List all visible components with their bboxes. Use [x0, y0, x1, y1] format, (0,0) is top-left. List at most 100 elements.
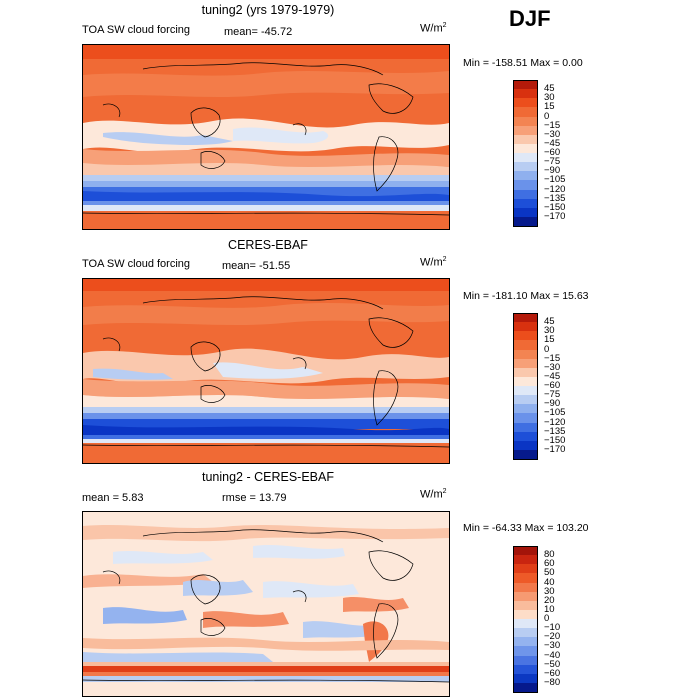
colorbar-swatch	[513, 591, 538, 602]
panel3-rmse: rmse = 13.79	[222, 492, 287, 504]
colorbar-swatch	[513, 582, 538, 593]
colorbar-label: −120	[544, 183, 566, 195]
colorbar-label: −105	[544, 174, 566, 186]
colorbar-label: −30	[544, 128, 561, 140]
colorbar-swatch	[513, 134, 538, 145]
colorbar-swatch	[513, 564, 538, 574]
colorbar-swatch	[513, 80, 538, 90]
colorbar-label: 10	[544, 603, 555, 615]
colorbar-label: 15	[544, 334, 555, 346]
colorbar-swatch	[513, 116, 538, 127]
colorbar-label: −60	[544, 147, 561, 158]
panel1-map	[82, 44, 450, 230]
season-label: DJF	[509, 6, 551, 31]
colorbar-label: 60	[544, 558, 555, 570]
colorbar-label: −150	[544, 434, 566, 446]
colorbar-swatch	[513, 89, 538, 99]
colorbar-swatch	[513, 376, 538, 387]
panel2-map	[82, 278, 450, 464]
colorbar-label: 0	[544, 343, 550, 355]
colorbar-swatch	[513, 664, 538, 675]
colorbar-swatch	[513, 143, 538, 154]
colorbar-label: −20	[544, 631, 561, 643]
colorbar-label: −150	[544, 201, 566, 213]
colorbar-swatch	[513, 331, 538, 341]
colorbar-swatch	[513, 216, 538, 227]
colorbar-label: 40	[544, 576, 555, 588]
colorbar-label: 30	[544, 585, 555, 597]
colorbar-label: −75	[544, 156, 561, 168]
colorbar-swatch	[513, 619, 538, 629]
colorbar-swatch	[513, 198, 538, 209]
colorbar-label: 80	[544, 549, 555, 561]
colorbar-swatch	[513, 313, 538, 323]
colorbar-swatch	[513, 125, 538, 136]
panel2-minmax: Min = -181.10 Max = 15.63	[463, 290, 589, 302]
colorbar-label: −45	[544, 137, 561, 149]
colorbar-swatch	[513, 180, 538, 190]
panel1-units: W/m2	[420, 22, 447, 35]
colorbar-label: −50	[544, 658, 561, 670]
panel3-colorbar: 80 60 50 40 30 20 10 0 −10 −20 −30 −40 −50 −60 −80	[513, 546, 593, 693]
colorbar-swatch	[513, 440, 538, 451]
colorbar-label: −60	[544, 667, 561, 679]
colorbar-swatch	[513, 555, 538, 565]
colorbar-swatch	[513, 340, 538, 350]
colorbar-swatch	[513, 673, 538, 684]
colorbar-label: −45	[544, 370, 561, 382]
colorbar-label: −15	[544, 119, 561, 131]
colorbar-label: 20	[544, 594, 555, 606]
colorbar-swatch	[513, 422, 538, 433]
colorbar-label: −135	[544, 192, 566, 204]
colorbar-swatch	[513, 404, 538, 414]
colorbar-label: −30	[544, 361, 561, 373]
colorbar-label: 0	[544, 110, 550, 122]
panel1-minmax: Min = -158.51 Max = 0.00	[463, 57, 583, 69]
panel1-title: tuning2 (yrs 1979-1979)	[201, 3, 335, 17]
colorbar-label: −60	[544, 380, 561, 391]
colorbar-label: 50	[544, 567, 555, 579]
panel2-mean: mean= -51.55	[222, 260, 291, 272]
colorbar-swatch	[513, 655, 538, 666]
colorbar-swatch	[513, 349, 538, 360]
colorbar-swatch	[513, 628, 538, 638]
colorbar-swatch	[513, 546, 538, 556]
colorbar-swatch	[513, 573, 538, 583]
colorbar-label: −40	[544, 649, 561, 661]
colorbar-label: 30	[544, 325, 555, 337]
colorbar-swatch	[513, 386, 538, 396]
colorbar-swatch	[513, 189, 538, 200]
panel2-colorbar: 45 30 15 0 −15 −30 −45 −60 −75 −90 −105 −120 −135 −15…	[513, 313, 593, 460]
colorbar-label: 15	[544, 101, 555, 113]
colorbar-label: 45	[544, 316, 555, 328]
panel2-units: W/m2	[420, 256, 447, 269]
colorbar-swatch	[513, 98, 538, 108]
panel3-minmax: Min = -64.33 Max = 103.20	[463, 522, 589, 534]
colorbar-swatch	[513, 322, 538, 332]
panel3-mean: mean = 5.83	[82, 492, 144, 504]
colorbar-label: −120	[544, 416, 566, 428]
colorbar-swatch	[513, 153, 538, 163]
colorbar-label: −90	[544, 398, 561, 410]
colorbar-swatch	[513, 395, 538, 405]
colorbar-label: −105	[544, 407, 566, 419]
colorbar-swatch	[513, 367, 538, 378]
colorbar-swatch	[513, 171, 538, 181]
colorbar-swatch	[513, 207, 538, 218]
colorbar-label: −10	[544, 622, 561, 634]
colorbar-swatch	[513, 358, 538, 369]
colorbar-swatch	[513, 646, 538, 656]
panel3-title: tuning2 - CERES-EBAF	[202, 470, 334, 484]
colorbar-label: 30	[544, 92, 555, 104]
colorbar-swatch	[513, 431, 538, 442]
colorbar-label: 45	[544, 83, 555, 95]
colorbar-label: −15	[544, 352, 561, 364]
panel1-field-label: TOA SW cloud forcing	[82, 24, 191, 36]
colorbar-swatch	[513, 162, 538, 172]
colorbar-swatch	[513, 600, 538, 611]
panel1-mean: mean= -45.72	[224, 26, 293, 38]
colorbar-label: −30	[544, 640, 561, 652]
panel3-units: W/m2	[420, 488, 447, 501]
colorbar-label: −80	[544, 676, 561, 688]
colorbar-swatch	[513, 449, 538, 460]
